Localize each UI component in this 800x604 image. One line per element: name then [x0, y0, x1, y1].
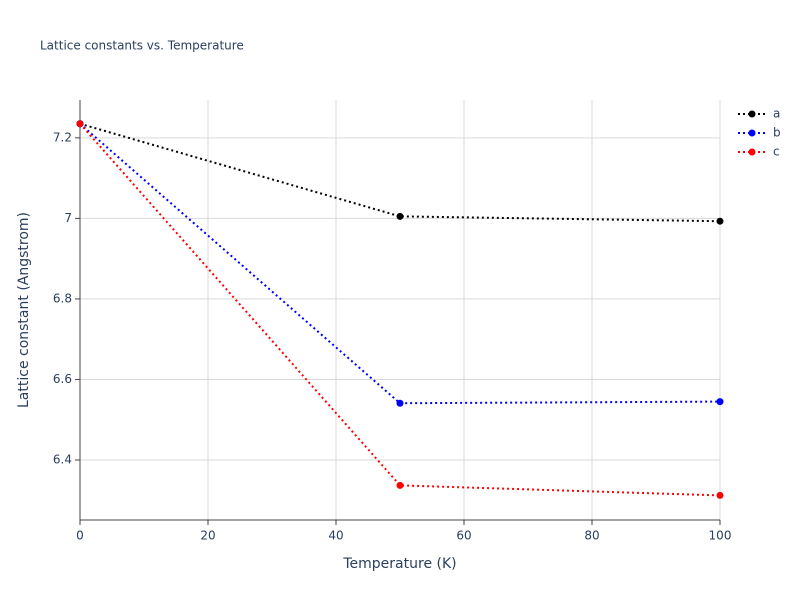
y-tick-label: 6.4 [53, 453, 72, 467]
x-tick-label: 20 [200, 529, 215, 543]
legend-label[interactable]: a [773, 107, 780, 121]
legend-marker [748, 129, 756, 137]
chart-title: Lattice constants vs. Temperature [40, 39, 244, 53]
legend-marker [748, 148, 756, 156]
point [396, 481, 404, 489]
legend-label[interactable]: b [773, 126, 781, 140]
series-line [79, 123, 721, 497]
legend-label[interactable]: c [773, 145, 780, 159]
y-tick-label: 6.6 [53, 372, 72, 386]
y-axis-label: Lattice constant (Angstrom) [16, 212, 32, 408]
x-tick-label: 40 [328, 529, 343, 543]
y-tick-label: 7.2 [53, 130, 72, 144]
x-tick-label: 100 [709, 529, 732, 543]
point [76, 120, 84, 128]
series-line [79, 123, 721, 405]
point [716, 491, 724, 499]
y-tick-label: 7 [64, 211, 72, 225]
x-tick-label: 60 [456, 529, 471, 543]
point [716, 398, 724, 406]
y-tick-label: 6.8 [53, 291, 72, 305]
point [396, 212, 404, 220]
point [716, 217, 724, 225]
point [396, 399, 404, 407]
x-axis-label: Temperature (K) [342, 556, 456, 572]
x-tick-label: 0 [76, 529, 84, 543]
legend-marker [748, 110, 756, 118]
x-tick-label: 80 [584, 529, 599, 543]
series-line [79, 122, 721, 223]
